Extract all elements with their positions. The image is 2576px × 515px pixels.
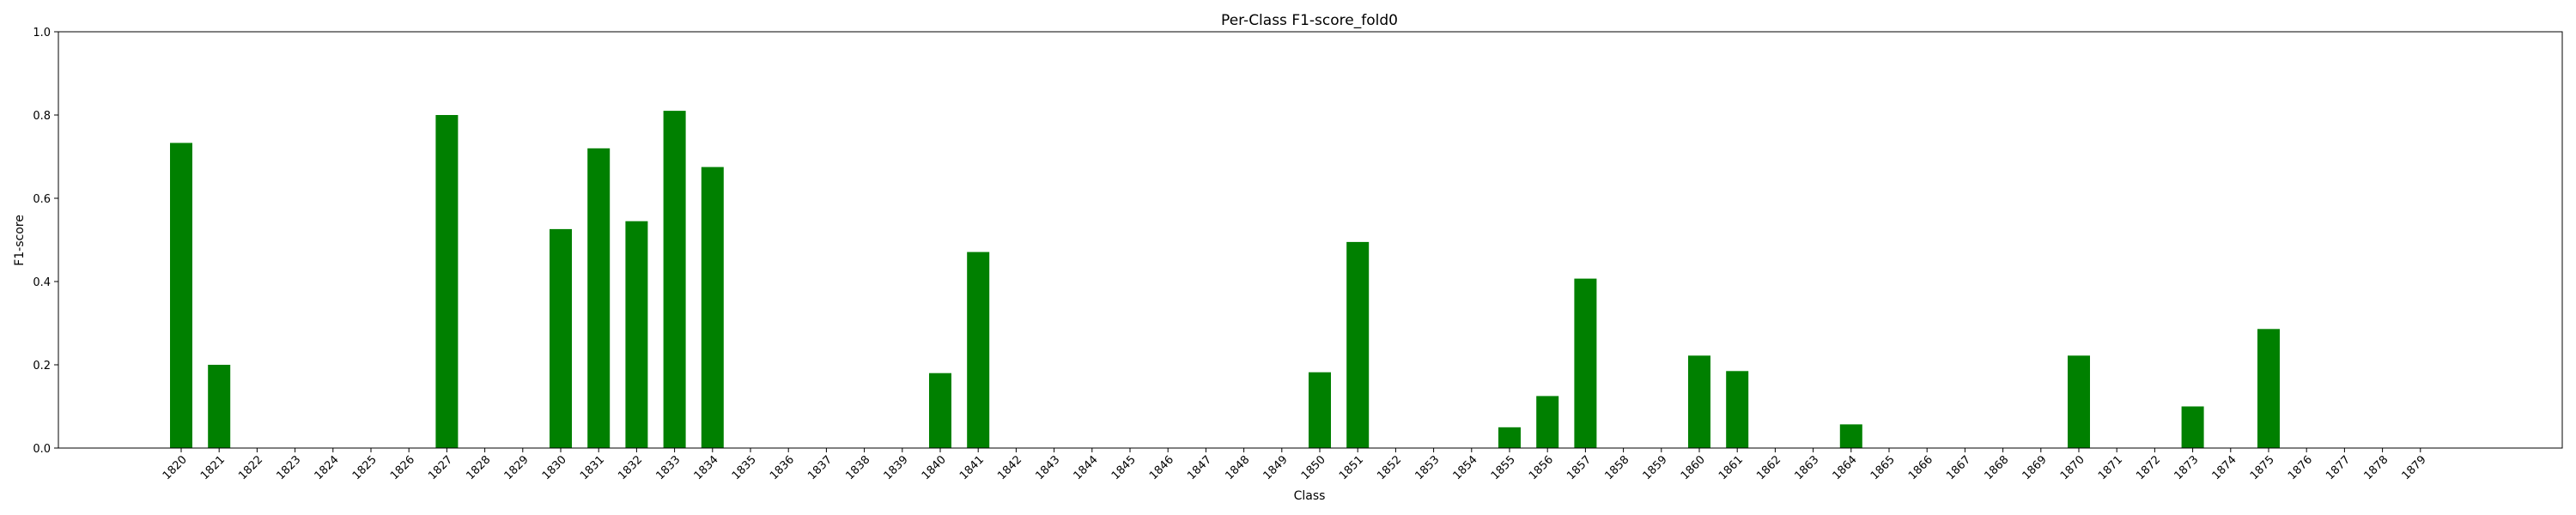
bar-1864	[1839, 424, 1862, 448]
x-tick-label-1878: 1878	[2361, 453, 2391, 482]
x-tick-label-1861: 1861	[1716, 453, 1746, 482]
bar-1833	[663, 111, 686, 448]
x-tick-label-1834: 1834	[692, 453, 721, 482]
bar-1857	[1574, 278, 1597, 448]
x-axis-label: Class	[1294, 489, 1326, 503]
x-tick-label-1831: 1831	[578, 453, 607, 482]
x-tick-label-1847: 1847	[1185, 453, 1214, 482]
x-tick-label-1828: 1828	[464, 453, 493, 482]
x-tick-label-1879: 1879	[2400, 453, 2429, 482]
bar-1832	[625, 221, 648, 448]
x-tick-label-1860: 1860	[1679, 453, 1708, 482]
x-tick-label-1871: 1871	[2096, 453, 2125, 482]
x-tick-label-1870: 1870	[2058, 453, 2087, 482]
bar-1834	[701, 167, 724, 448]
x-tick-label-1853: 1853	[1413, 453, 1442, 482]
x-tick-label-1832: 1832	[616, 453, 645, 482]
x-tick-label-1875: 1875	[2248, 453, 2277, 482]
y-tick-label-0: 0.0	[33, 443, 51, 456]
x-tick-label-1827: 1827	[426, 453, 455, 482]
bar-1821	[208, 365, 231, 448]
x-tick-label-1825: 1825	[350, 453, 380, 482]
x-tick-label-1850: 1850	[1299, 453, 1328, 482]
x-tick-label-1837: 1837	[805, 453, 835, 482]
y-tick-label-4: 0.8	[33, 110, 51, 123]
x-tick-label-1865: 1865	[1868, 453, 1898, 482]
x-tick-label-1851: 1851	[1337, 453, 1366, 482]
bar-1827	[435, 115, 459, 448]
x-tick-label-1840: 1840	[920, 453, 949, 482]
y-tick-label-1: 0.2	[33, 360, 51, 373]
x-tick-label-1845: 1845	[1109, 453, 1139, 482]
bar-1820	[170, 142, 192, 448]
x-tick-label-1824: 1824	[313, 453, 342, 482]
bar-1831	[587, 148, 611, 449]
y-tick-label-5: 1.0	[33, 27, 51, 39]
bar-1840	[929, 373, 951, 448]
x-tick-label-1869: 1869	[2020, 453, 2050, 482]
x-tick-label-1872: 1872	[2134, 453, 2163, 482]
x-tick-label-1868: 1868	[1982, 453, 2011, 482]
x-tick-label-1856: 1856	[1527, 453, 1556, 482]
y-tick-label-2: 0.4	[33, 276, 51, 289]
x-tick-label-1844: 1844	[1072, 453, 1101, 482]
x-tick-label-1876: 1876	[2286, 453, 2315, 482]
x-tick-label-1855: 1855	[1489, 453, 1518, 482]
x-tick-label-1867: 1867	[1944, 453, 1973, 482]
x-tick-label-1852: 1852	[1375, 453, 1404, 482]
bar-1856	[1536, 396, 1559, 448]
y-tick-label-3: 0.6	[33, 193, 51, 206]
x-tick-label-1842: 1842	[995, 453, 1024, 482]
x-axis: 1820 1821 1822 1823 1824 1825 1826 1827 1828 1829…	[161, 448, 2429, 482]
x-tick-label-1846: 1846	[1147, 453, 1176, 482]
chart-title: Per-Class F1-score_fold0	[1221, 12, 1398, 29]
bar-1870	[2068, 355, 2090, 448]
bar-1850	[1309, 372, 1331, 448]
x-tick-label-1835: 1835	[730, 453, 759, 482]
y-axis: 0.0 0.2 0.4 0.6 0.8 1.0	[33, 27, 58, 456]
bar-1873	[2181, 406, 2204, 448]
x-tick-label-1841: 1841	[957, 453, 987, 482]
x-tick-label-1873: 1873	[2172, 453, 2201, 482]
x-tick-label-1858: 1858	[1602, 453, 1631, 482]
bar-1875	[2257, 329, 2280, 448]
x-tick-label-1830: 1830	[540, 453, 569, 482]
x-tick-label-1877: 1877	[2324, 453, 2353, 482]
bar-1861	[1726, 371, 1749, 448]
x-tick-label-1857: 1857	[1564, 453, 1594, 482]
bar-1851	[1346, 241, 1370, 448]
x-tick-label-1833: 1833	[653, 453, 683, 482]
x-tick-label-1862: 1862	[1754, 453, 1783, 482]
x-tick-label-1839: 1839	[882, 453, 911, 482]
x-tick-label-1859: 1859	[1641, 453, 1670, 482]
x-tick-label-1836: 1836	[768, 453, 797, 482]
bar-1841	[967, 251, 990, 448]
x-tick-label-1838: 1838	[843, 453, 872, 482]
bar-1830	[550, 228, 572, 448]
x-tick-label-1863: 1863	[1792, 453, 1821, 482]
x-tick-label-1823: 1823	[274, 453, 303, 482]
x-tick-label-1822: 1822	[236, 453, 265, 482]
x-tick-label-1820: 1820	[161, 453, 190, 482]
plot-frame	[58, 31, 2563, 449]
x-tick-label-1843: 1843	[1033, 453, 1062, 482]
x-tick-label-1866: 1866	[1906, 453, 1935, 482]
x-tick-label-1864: 1864	[1831, 453, 1860, 482]
bars-group	[170, 111, 2280, 449]
x-tick-label-1854: 1854	[1451, 453, 1480, 482]
x-tick-label-1826: 1826	[388, 453, 417, 482]
x-tick-label-1821: 1821	[198, 453, 228, 482]
x-tick-label-1849: 1849	[1261, 453, 1291, 482]
y-axis-label: F1-score	[13, 215, 27, 266]
bar-1860	[1688, 355, 1710, 448]
x-tick-label-1874: 1874	[2210, 453, 2239, 482]
bar-1855	[1498, 427, 1521, 449]
x-tick-label-1829: 1829	[502, 453, 532, 482]
x-tick-label-1848: 1848	[1223, 453, 1252, 482]
